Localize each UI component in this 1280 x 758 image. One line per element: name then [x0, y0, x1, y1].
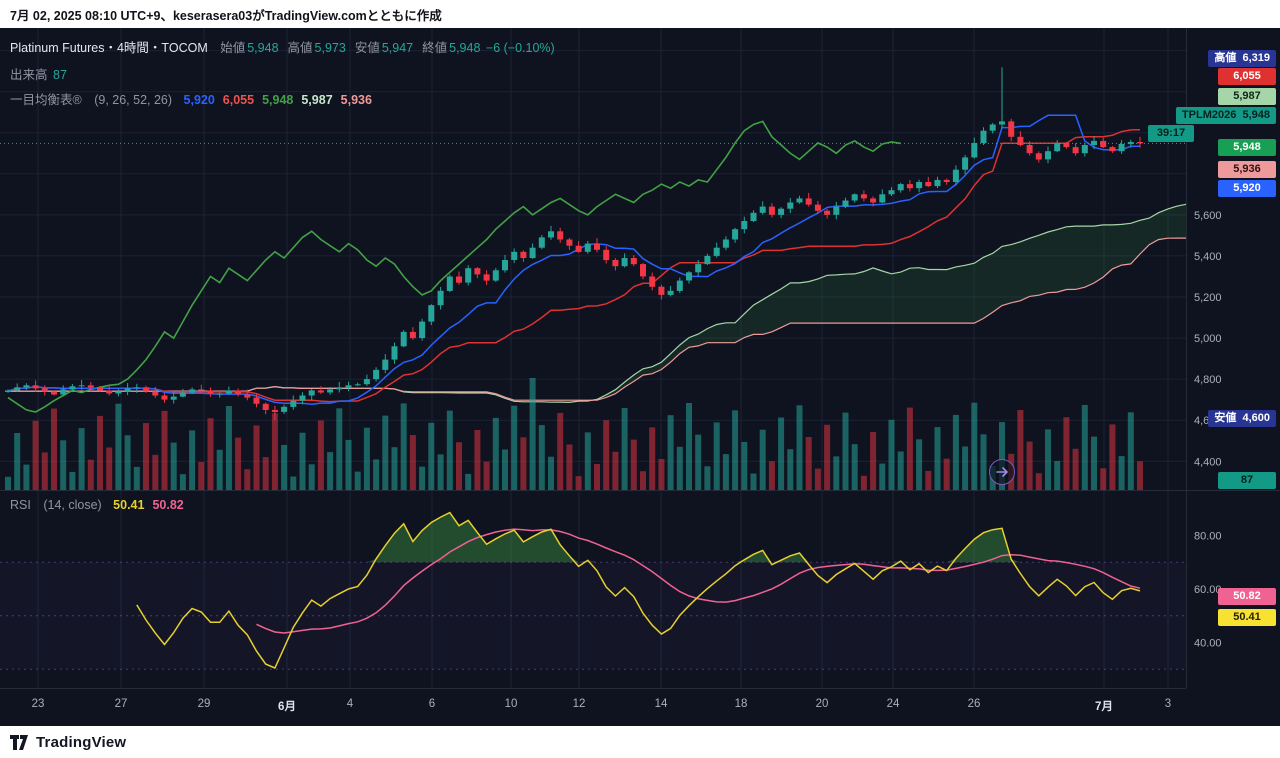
time-axis-label: 7月 — [1095, 701, 1113, 713]
price-chart[interactable]: 5,600 5,400 5,200 5,000 4,800 4,600 4,400 — [0, 28, 1280, 490]
tenkan-line — [7, 114, 1140, 406]
time-axis-label: 24 — [886, 698, 900, 710]
rsi-value: 50.41 — [113, 498, 145, 512]
ichimoku-legend[interactable]: 一目均衡表® (9, 26, 52, 26) 5,920 6,055 5,948 5,… — [10, 89, 372, 108]
ohlc-values: 始値 5,948 高値 5,973 安値 5,947 終値 5,948 — [211, 41, 480, 55]
symbol-last-price: 5,948 — [1242, 109, 1270, 121]
ichimoku-value: 5,987 — [301, 93, 333, 107]
svg-text:80.00: 80.00 — [1194, 531, 1222, 543]
ohlc-value: 5,947 — [381, 41, 414, 55]
svg-text:4,400: 4,400 — [1194, 456, 1222, 468]
ohlc-value: 5,948 — [247, 41, 279, 55]
symbol-legend[interactable]: Platinum Futures・4時間・TOCOM 始値 5,948 高値 5,97… — [10, 37, 555, 56]
axis-badge-rsi-ma: 50.82 — [1218, 588, 1276, 605]
footer-bar: TradingView — [0, 726, 1280, 758]
ichimoku-values: 5,920 6,055 5,948 5,987 5,936 — [176, 93, 372, 107]
price-series — [5, 67, 1186, 490]
tradingview-logo-icon[interactable] — [10, 734, 29, 751]
ohlc-label: 終値 — [422, 41, 448, 55]
kijun-line — [7, 128, 1141, 403]
rsi-line — [136, 511, 1141, 669]
rsi-legend[interactable]: RSI (14, close) 50.41 50.82 — [10, 498, 184, 512]
rsi-overbought-fill — [136, 512, 1141, 563]
axis-badge-tenkan: 5,920 — [1218, 180, 1276, 197]
time-axis-label: 20 — [815, 698, 829, 710]
ohlc-label: 始値 — [220, 41, 246, 55]
axis-badge-countdown: 39:17 — [1148, 125, 1194, 142]
axis-badge-chikou: 5,948 — [1218, 139, 1276, 156]
axis-badge-rsi: 50.41 — [1218, 609, 1276, 626]
volume-legend[interactable]: 出来高 87 — [10, 64, 67, 83]
time-axis-label: 27 — [114, 698, 128, 710]
chart-region: 5,600 5,400 5,200 5,000 4,800 4,600 4,400 80.0… — [0, 28, 1280, 726]
ohlc-value: 5,973 — [314, 41, 346, 55]
time-axis-label: 12 — [572, 698, 586, 710]
rsi-ma-line — [256, 528, 1141, 634]
ichimoku-label: 一目均衡表® — [10, 93, 82, 107]
time-axis-label: 14 — [654, 698, 668, 710]
chikou-line — [7, 120, 901, 413]
time-axis[interactable]: 23 27 29 6月 4 6 10 12 14 18 20 24 26 7月 3 — [0, 688, 1186, 727]
time-axis-label: 6 — [428, 698, 436, 710]
axis-badge-range-low: 安値 4,600 — [1208, 410, 1276, 427]
ichimoku-cloud — [8, 204, 1186, 403]
volume-value: 87 — [53, 68, 67, 82]
axis-badge-symbol-price: TPLM2026 5,948 — [1175, 107, 1276, 124]
range-high-label: 高値 — [1214, 52, 1237, 64]
rsi-label: RSI — [10, 498, 31, 512]
rsi-values: 50.41 50.82 — [105, 498, 184, 512]
axis-badge-senkou-b: 5,936 — [1218, 161, 1276, 178]
time-axis-label: 18 — [734, 698, 748, 710]
ohlc-label: 安値 — [354, 41, 380, 55]
ichimoku-value: 6,055 — [222, 93, 255, 107]
rsi-panel-chart[interactable]: 80.00 60.00 40.00 — [0, 490, 1280, 688]
svg-text:4,800: 4,800 — [1194, 374, 1222, 386]
brand-name[interactable]: TradingView — [36, 733, 127, 751]
time-axis-label: 23 — [31, 698, 45, 710]
ichimoku-value: 5,920 — [183, 93, 215, 107]
ichimoku-value: 5,948 — [262, 93, 294, 107]
svg-text:40.00: 40.00 — [1194, 638, 1222, 650]
time-axis-label: 26 — [967, 698, 981, 710]
ichimoku-params: (9, 26, 52, 26) — [94, 93, 173, 107]
ohlc-value: 5,948 — [449, 41, 481, 55]
range-high-value: 6,319 — [1242, 52, 1270, 64]
svg-text:60.00: 60.00 — [1194, 584, 1222, 596]
svg-text:5,600: 5,600 — [1194, 210, 1222, 222]
symbol-title: Platinum Futures・4時間・TOCOM — [10, 41, 208, 55]
attribution-bar: 7月 02, 2025 08:10 UTC+9、keserasera03がTra… — [0, 0, 1280, 28]
ichimoku-value: 5,936 — [340, 93, 372, 107]
time-axis-label: 29 — [197, 698, 211, 710]
range-low-label: 安値 — [1214, 412, 1237, 424]
time-axis-label: 10 — [504, 698, 518, 710]
svg-text:5,000: 5,000 — [1194, 333, 1222, 345]
axis-badge-range-high: 高値 6,319 — [1208, 50, 1276, 67]
arrow-right-icon — [995, 467, 1008, 477]
svg-text:5,400: 5,400 — [1194, 251, 1222, 263]
volume-label: 出来高 — [10, 68, 48, 82]
rsi-params: (14, close) — [43, 498, 102, 512]
axis-badge-kijun: 6,055 — [1218, 68, 1276, 85]
rsi-value: 50.82 — [152, 498, 184, 512]
time-axis-label: 3 — [1164, 698, 1172, 710]
time-axis-label: 4 — [346, 698, 354, 710]
axis-badge-volume: 87 — [1218, 472, 1276, 489]
change-value: −6 (−0.10%) — [485, 41, 555, 55]
time-axis-label: 6月 — [278, 701, 296, 713]
ohlc-label: 高値 — [287, 41, 313, 55]
svg-text:5,200: 5,200 — [1194, 292, 1222, 304]
go-to-realtime-button[interactable] — [989, 459, 1015, 485]
range-low-value: 4,600 — [1242, 412, 1270, 424]
axis-badge-senkou-a: 5,987 — [1218, 88, 1276, 105]
symbol-ticker: TPLM2026 — [1181, 109, 1237, 121]
